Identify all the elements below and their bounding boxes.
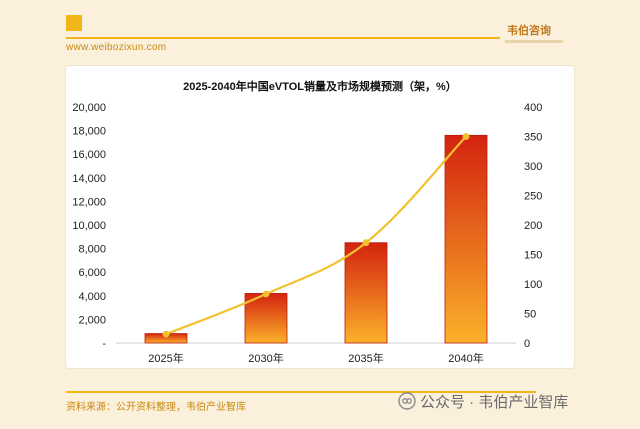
left-axis-tick-label: 20,000 bbox=[72, 102, 106, 114]
wechat-official-account-icon bbox=[398, 392, 416, 410]
left-axis-tick-label: 14,000 bbox=[72, 173, 106, 185]
header-url: www.weibozixun.com bbox=[66, 42, 167, 53]
line-point bbox=[162, 330, 170, 338]
footer-rule bbox=[66, 391, 536, 393]
right-axis-tick-label: 300 bbox=[524, 161, 542, 173]
right-axis-tick-label: 250 bbox=[524, 191, 542, 203]
line-point bbox=[462, 133, 470, 140]
source-note: 资料来源：公开资料整理，韦伯产业智库 bbox=[66, 402, 246, 413]
left-axis-tick-label: 8,000 bbox=[78, 244, 106, 256]
x-tick-label: 2030年 bbox=[248, 351, 283, 365]
chart-panel bbox=[66, 66, 574, 368]
watermark: 公众号 · 韦伯产业智库 bbox=[398, 389, 568, 413]
market-size-line bbox=[165, 135, 467, 336]
left-axis-tick-label: 6,000 bbox=[78, 267, 106, 279]
line-point bbox=[262, 290, 270, 298]
line-point bbox=[362, 239, 370, 247]
left-axis-tick-label: 16,000 bbox=[72, 149, 106, 161]
left-axis-tick-label: 18,000 bbox=[72, 126, 106, 138]
bar bbox=[344, 242, 388, 344]
right-axis-tick-label: 150 bbox=[524, 250, 542, 262]
brand-underline bbox=[505, 40, 563, 43]
chart-title: 2025-2040年中国eVTOL销量及市场规模预测（架，%） bbox=[183, 79, 457, 93]
bar bbox=[444, 134, 488, 344]
left-axis-tick-label: - bbox=[102, 338, 106, 350]
right-axis-tick-label: 400 bbox=[524, 102, 542, 114]
left-axis-tick-label: 2,000 bbox=[78, 314, 106, 326]
right-axis-tick-label: 350 bbox=[524, 132, 542, 144]
x-tick-label: 2025年 bbox=[148, 351, 183, 365]
header-rule bbox=[66, 37, 500, 39]
left-axis-tick-label: 10,000 bbox=[72, 220, 106, 232]
right-axis-tick-label: 200 bbox=[524, 220, 542, 232]
right-axis-tick-label: 50 bbox=[524, 309, 536, 321]
x-tick-label: 2040年 bbox=[448, 351, 483, 365]
watermark-text: 公众号 · 韦伯产业智库 bbox=[420, 393, 569, 411]
left-axis-tick-label: 12,000 bbox=[72, 196, 106, 208]
x-tick-label: 2035年 bbox=[348, 351, 383, 365]
right-axis-tick-label: 0 bbox=[524, 338, 530, 350]
brand-square bbox=[66, 15, 82, 31]
right-axis-tick-label: 100 bbox=[524, 279, 542, 291]
brand-logo: 韦伯咨询 bbox=[507, 24, 551, 37]
left-axis-tick-label: 4,000 bbox=[78, 291, 106, 303]
